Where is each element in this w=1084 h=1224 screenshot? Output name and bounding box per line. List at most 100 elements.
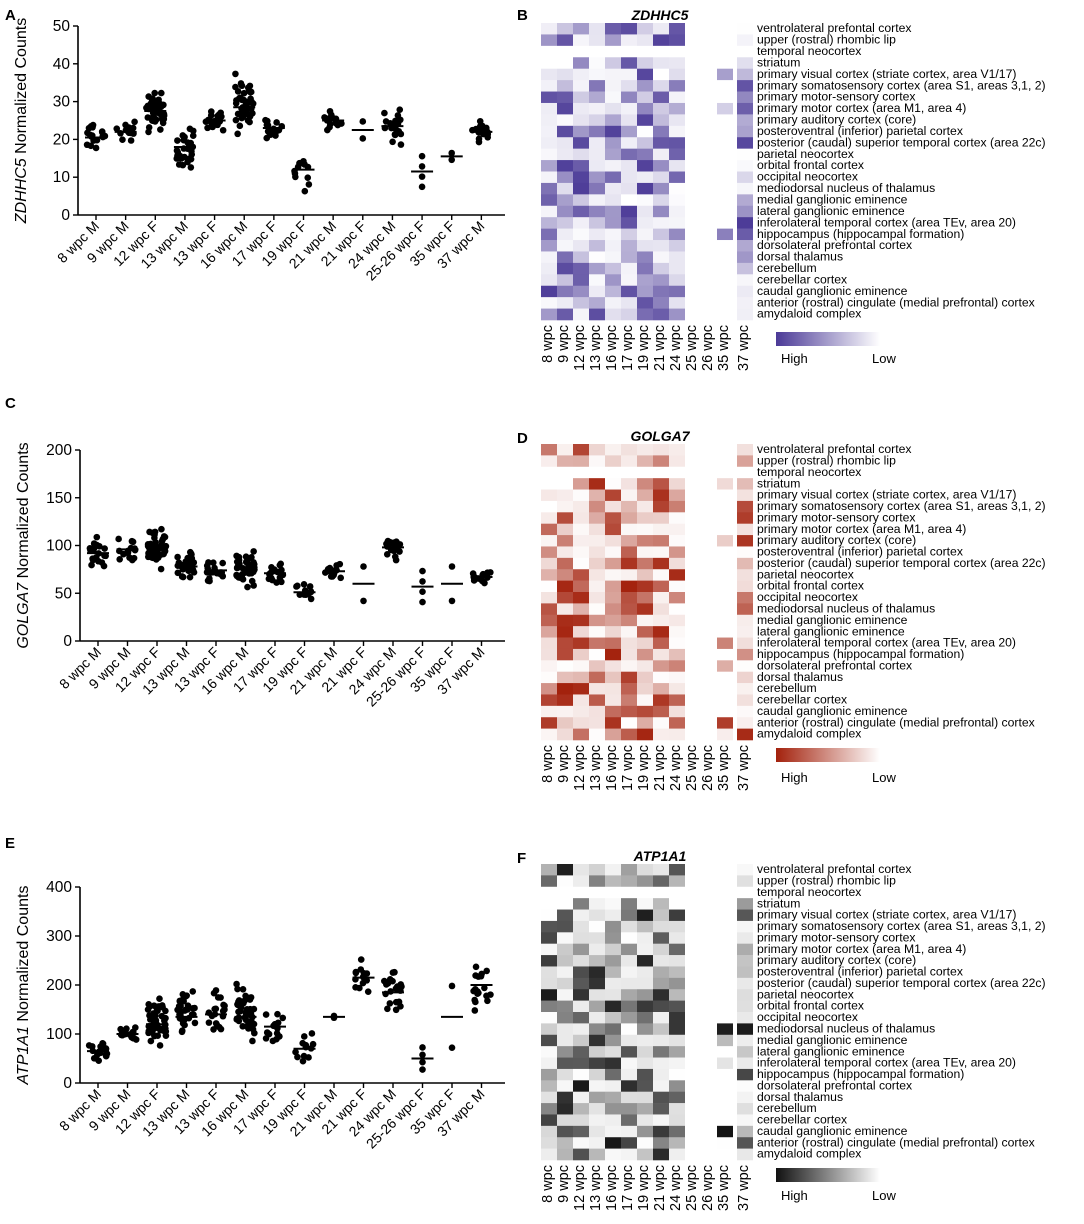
- heatmap-cell: [737, 240, 753, 252]
- heatmap-cell: [621, 909, 637, 922]
- data-point: [179, 132, 187, 139]
- heatmap-cell: [637, 955, 653, 967]
- heatmap-cell: [557, 297, 573, 309]
- data-point: [277, 560, 285, 568]
- heatmap-cell: [653, 57, 669, 69]
- heatmap-cell: [737, 886, 753, 899]
- heatmap-cell: [637, 920, 653, 933]
- data-point: [269, 1037, 277, 1045]
- row-label: lateral ganglionic eminence: [757, 204, 905, 218]
- data-point: [147, 1016, 154, 1023]
- heatmap-cell: [669, 580, 685, 593]
- data-point: [205, 559, 212, 566]
- heatmap-cell: [541, 57, 557, 69]
- heatmap-cell: [605, 45, 621, 58]
- heatmap-cell: [541, 137, 557, 149]
- data-point: [448, 982, 456, 990]
- data-point: [484, 997, 491, 1005]
- heatmap-cell: [737, 160, 753, 172]
- data-point: [128, 537, 136, 545]
- heatmap-cell: [653, 274, 669, 287]
- data-point: [300, 1033, 308, 1040]
- row-label: dorsal thalamus: [757, 1090, 843, 1104]
- data-point: [178, 573, 186, 580]
- data-point: [176, 997, 184, 1005]
- data-point: [175, 1002, 183, 1010]
- heatmap-cell: [669, 262, 685, 275]
- data-point: [98, 129, 106, 136]
- heatmap-cell: [653, 898, 669, 910]
- heatmap-cell: [653, 228, 669, 241]
- heatmap-cell: [557, 80, 573, 92]
- heatmap-cell: [541, 637, 557, 650]
- heatmap-cell: [737, 637, 753, 650]
- data-point: [301, 187, 309, 195]
- heatmap-cell: [573, 148, 589, 161]
- heatmap-cell: [637, 535, 653, 547]
- data-point: [189, 127, 197, 135]
- heatmap-cell: [589, 500, 605, 513]
- heatmap-cell: [717, 205, 733, 218]
- data-point: [210, 1026, 217, 1033]
- heatmap-cell: [605, 909, 621, 922]
- heatmap-cell: [589, 1023, 605, 1036]
- heatmap-cell: [573, 240, 589, 252]
- data-point: [278, 566, 285, 574]
- heatmap-cell: [621, 671, 637, 684]
- heatmap-cell: [737, 932, 753, 944]
- row-label: amydaloid complex: [757, 727, 861, 741]
- row-label: caudal ganglionic eminence: [757, 284, 908, 298]
- data-point: [157, 126, 164, 133]
- heatmap-cell: [557, 285, 573, 298]
- heatmap-cell: [541, 705, 557, 718]
- heatmap-cell: [573, 1023, 589, 1036]
- heatmap-cell: [685, 1091, 701, 1104]
- data-point: [326, 120, 334, 128]
- heatmap-cell: [717, 23, 733, 35]
- heatmap-cell: [605, 34, 621, 47]
- heatmap-cell: [557, 1068, 573, 1081]
- heatmap-cell: [605, 1114, 621, 1127]
- heatmap-cell: [685, 535, 701, 547]
- data-point: [144, 1006, 152, 1013]
- heatmap-cell: [589, 217, 605, 229]
- heatmap-cell: [637, 1114, 653, 1127]
- heatmap-cell: [737, 148, 753, 161]
- heatmap-cell: [589, 603, 605, 616]
- heatmap-panel-f: F ATP1A1 ventrolateral prefontal cortexupp…: [517, 848, 1046, 1211]
- y-tick-label: 50: [53, 18, 71, 35]
- heatmap-cell: [541, 626, 557, 638]
- heatmap-cell: [737, 80, 753, 92]
- heatmap-cell: [541, 182, 557, 195]
- data-point: [217, 994, 224, 1001]
- heatmap-cell: [541, 23, 557, 35]
- heatmap-cell: [589, 1080, 605, 1092]
- heatmap-cell: [589, 160, 605, 172]
- heatmap-cell: [605, 285, 621, 298]
- heatmap-cell: [605, 68, 621, 81]
- y-axis-label: ATP1A1 Normalized Counts: [15, 886, 32, 1086]
- data-point: [189, 988, 197, 995]
- heatmap-cell: [685, 500, 701, 513]
- heatmap-cell: [701, 444, 717, 456]
- row-label: inferolateral temporal cortex (area TEv,…: [757, 636, 1016, 650]
- heatmap-cell: [685, 1148, 701, 1161]
- heatmap-cell: [685, 489, 701, 502]
- heatmap-cell: [701, 466, 717, 479]
- heatmap-cell: [653, 989, 669, 1001]
- heatmap-cell: [621, 91, 637, 104]
- heatmap-cell: [653, 45, 669, 58]
- heatmap-cell: [557, 194, 573, 207]
- legend-bar: [776, 748, 880, 762]
- heatmap-cell: [637, 932, 653, 944]
- heatmap-cell: [557, 217, 573, 229]
- heatmap-cell: [541, 1068, 557, 1081]
- heatmap-cell: [737, 1023, 753, 1036]
- heatmap-cell: [685, 920, 701, 933]
- heatmap-cell: [653, 920, 669, 933]
- heatmap-cell: [621, 160, 637, 172]
- heatmap-cell: [621, 683, 637, 695]
- heatmap-cell: [637, 909, 653, 922]
- data-point: [205, 1019, 213, 1026]
